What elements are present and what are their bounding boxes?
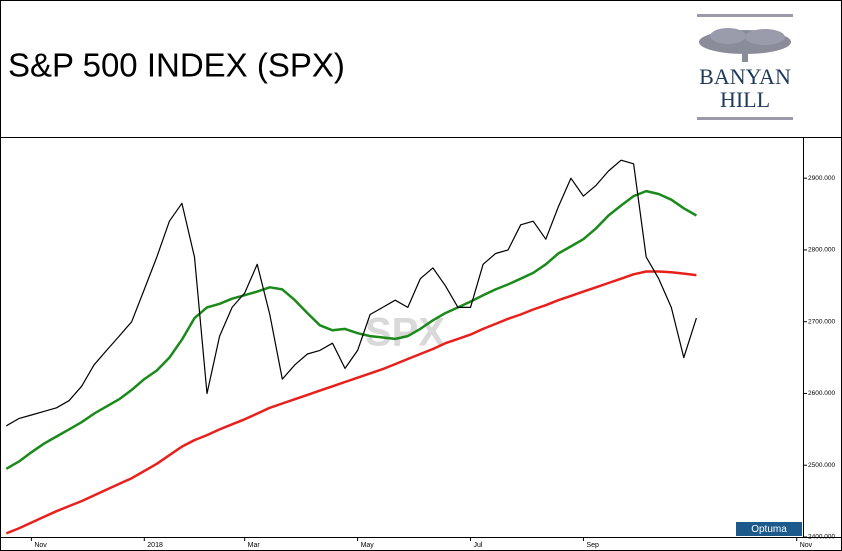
moving-average	[5, 270, 697, 535]
x-tick-label: Nov	[34, 542, 47, 549]
watermark: SPX	[365, 311, 445, 355]
y-tick-label: 2500.000	[808, 462, 835, 469]
logo-bar	[697, 117, 793, 120]
moving-average	[5, 189, 698, 470]
y-tick-label: 2900.000	[808, 175, 835, 182]
logo-tree	[745, 29, 785, 45]
x-tick-label: Sep	[586, 542, 599, 549]
logo-text: HILL	[720, 87, 770, 112]
logo-tree	[710, 28, 746, 44]
logo-text: BANYAN	[699, 64, 791, 89]
logo-trunk	[742, 48, 748, 62]
y-tick-label: 2400.000	[808, 534, 835, 541]
x-tick-label: Jul	[474, 542, 483, 549]
x-tick-label: Nov	[800, 542, 813, 549]
y-tick-label: 2800.000	[808, 247, 835, 254]
chart-title: S&P 500 INDEX (SPX)	[8, 47, 345, 84]
x-tick-label: 2018	[147, 542, 163, 549]
logo-bar	[697, 14, 793, 17]
x-tick-label: Mar	[248, 542, 261, 549]
y-tick-label: 2600.000	[808, 390, 835, 397]
price-line	[6, 159, 697, 427]
source: Optuma	[751, 524, 787, 535]
y-tick-label: 2700.000	[808, 318, 835, 325]
logo: BANYAN HILL	[697, 14, 793, 120]
x-tick-label: May	[361, 542, 375, 549]
source-badge	[736, 522, 802, 536]
